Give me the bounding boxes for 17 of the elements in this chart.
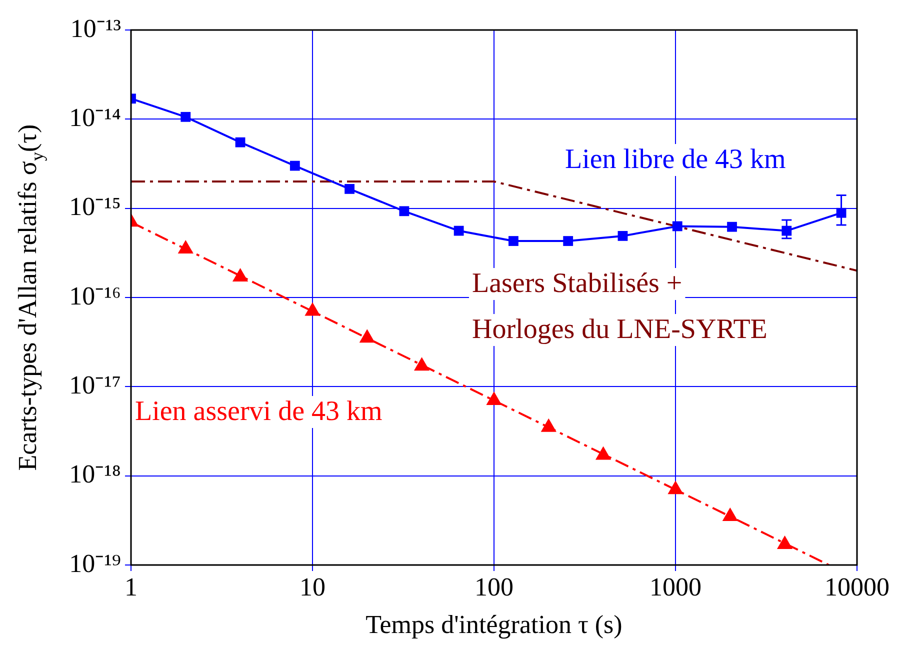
x-tick-label: 100 [474, 572, 514, 602]
x-tick-label: 10 [300, 572, 326, 602]
y-tick-label: 10⁻¹⁶ [69, 281, 121, 310]
y-tick-label: 10⁻¹⁷ [69, 370, 121, 400]
x-axis-title: Temps d'intégration τ (s) [366, 610, 622, 640]
x-tick-label: 10000 [824, 572, 890, 602]
x-tick-label: 1 [124, 572, 138, 602]
x-tick-label: 1000 [650, 572, 702, 602]
y-tick-label: 10⁻¹³ [70, 14, 122, 43]
series-label: Lien asservi de 43 km [135, 396, 382, 427]
y-tick-label: 10⁻¹⁴ [69, 102, 121, 132]
y-tick-label: 10⁻¹⁹ [69, 548, 121, 578]
series-label: Lasers Stabilisés + Horloges du LNE-SYRTE [472, 268, 768, 345]
series-label: Lien libre de 43 km [565, 144, 786, 175]
y-tick-label: 10⁻¹⁸ [69, 460, 121, 489]
y-axis-title: Ecarts-types d'Allan relatifs σy(τ) [13, 124, 47, 471]
y-tick-label: 10⁻¹⁵ [69, 192, 121, 222]
